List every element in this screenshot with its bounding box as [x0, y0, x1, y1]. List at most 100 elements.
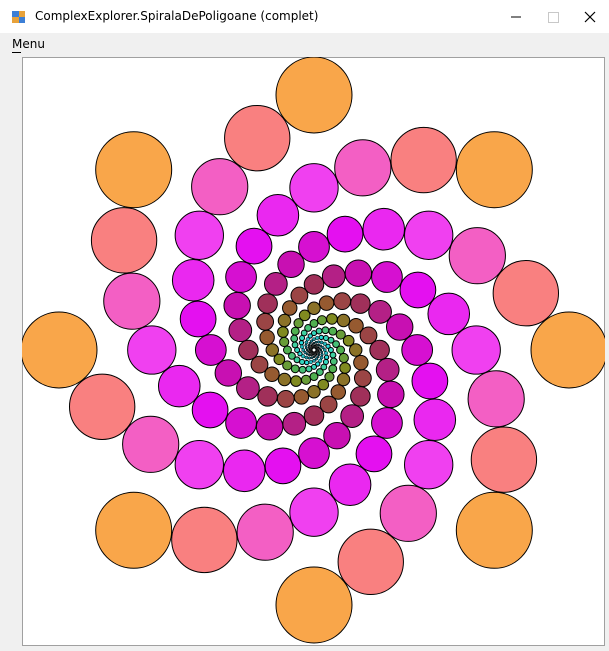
spiral-circle [325, 372, 334, 381]
spiral-circle [277, 390, 294, 407]
title-bar: ComplexExplorer.SpiralaDePoligoane (comp… [0, 0, 609, 33]
spiral-circle [493, 261, 558, 326]
spiral-circle [316, 344, 318, 346]
icon-part [19, 17, 25, 23]
spiral-circle [69, 374, 134, 439]
spiral-circle [128, 326, 176, 374]
spiral-circle [312, 348, 313, 349]
spiral-circle [305, 356, 308, 359]
spiral-circle [300, 359, 305, 364]
icon-part [12, 11, 19, 17]
spiral-circle [452, 326, 500, 374]
spiral-circle [321, 364, 327, 370]
spiral-circle [96, 492, 172, 568]
spiral-circle [291, 327, 299, 335]
spiral-circle [291, 365, 299, 373]
spiral-circle [305, 341, 308, 344]
spiral-circle [301, 375, 310, 384]
spiral-circle [323, 342, 327, 346]
spiral-circle [349, 319, 363, 333]
spiral-circle [456, 492, 532, 568]
spiral-circle [354, 370, 371, 387]
spiral-circle [320, 341, 323, 344]
spiral-circle [229, 319, 252, 342]
app-icon [12, 11, 25, 23]
spiral-circle [386, 314, 412, 340]
close-button[interactable] [585, 12, 595, 22]
spiral-circle [172, 507, 237, 572]
spiral-circle [334, 293, 351, 310]
maximize-button[interactable] [549, 13, 559, 23]
spiral-circle [278, 373, 290, 385]
spiral-circle [22, 312, 97, 388]
spiral-circle [237, 504, 293, 560]
spiral-circle [329, 365, 337, 373]
spiral-circle [337, 373, 349, 385]
spiral-circle [317, 341, 320, 344]
spiral-circle [276, 57, 352, 133]
spiral-circle [192, 392, 228, 428]
spiral-circle [280, 337, 289, 346]
spiral-circle [265, 367, 279, 381]
spiral-circle [376, 358, 399, 381]
icon-part [12, 17, 19, 23]
spiral-circle [300, 336, 305, 341]
spiral-circle [260, 330, 274, 344]
spiral-circle [330, 358, 337, 365]
spiral-circle [278, 251, 304, 277]
spiral-circle [328, 337, 334, 343]
spiral-circle [309, 360, 313, 364]
spiral-circle [405, 441, 453, 489]
spiral-circle [308, 357, 311, 360]
spiral-circle [402, 335, 433, 366]
spiral-circle [330, 352, 336, 358]
spiral-circle [306, 366, 312, 372]
menu-item[interactable]: Menu [12, 37, 45, 51]
spiral-circle [308, 354, 310, 356]
spiral-circle [278, 327, 289, 338]
spiral-circle [278, 314, 290, 326]
spiral-circle [314, 348, 315, 349]
spiral-circle [258, 294, 278, 314]
spiral-circle [225, 105, 290, 170]
spiral-circle [335, 140, 391, 196]
drawing-canvas [22, 57, 605, 646]
spiral-circle [265, 448, 301, 484]
spiral-circle [294, 319, 303, 328]
spiral-circle [291, 376, 302, 387]
spiral-circle [283, 412, 306, 435]
spiral-circle [318, 359, 322, 363]
spiral-circle [319, 335, 323, 339]
spiral-circle [290, 164, 338, 212]
spiral-circle [323, 336, 328, 341]
spiral-circle [340, 363, 351, 374]
spiral-circle [378, 381, 404, 407]
spiral-circle [301, 330, 307, 336]
spiral-circle [336, 330, 345, 339]
spiral-circle [319, 296, 333, 310]
spiral-circle [468, 371, 524, 427]
spiral-circle [412, 363, 448, 399]
spiral-circle [226, 408, 257, 439]
spiral-circle [312, 351, 313, 352]
spiral-circle [322, 265, 345, 288]
spiral-circle [315, 351, 316, 352]
spiral-circle [428, 293, 470, 335]
spiral-circle [320, 356, 323, 359]
spiral-circle [471, 427, 536, 492]
spiral-circle [369, 300, 392, 323]
spiral-circle [305, 344, 308, 347]
spiral-circle [316, 328, 322, 334]
spiral-circle [354, 355, 368, 369]
spiral-circle [175, 211, 223, 259]
spiral-circle [329, 464, 371, 506]
spiral-circle [299, 341, 303, 345]
spiral-circle [283, 301, 297, 315]
app-window: ComplexExplorer.SpiralaDePoligoane (comp… [0, 0, 609, 651]
spiral-circle [294, 357, 300, 363]
spiral-circle [318, 344, 320, 346]
spiral-circle [317, 316, 326, 325]
spiral-circle [351, 387, 371, 407]
spiral-circle [314, 351, 315, 352]
window-title: ComplexExplorer.SpiralaDePoligoane (comp… [35, 9, 318, 23]
